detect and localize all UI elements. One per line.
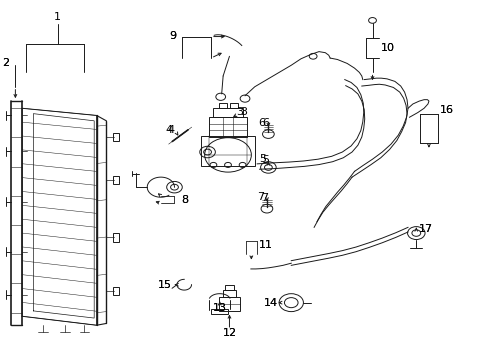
Text: 3: 3	[240, 107, 246, 117]
Bar	[218, 297, 240, 311]
Text: 10: 10	[381, 43, 394, 53]
Text: 11: 11	[258, 239, 272, 249]
Text: 13: 13	[212, 303, 226, 313]
Text: 12: 12	[222, 328, 236, 338]
Bar	[210, 309, 228, 315]
Text: 13: 13	[212, 303, 226, 313]
Text: 11: 11	[258, 239, 272, 249]
Text: 16: 16	[439, 105, 453, 115]
Text: 8: 8	[181, 195, 187, 205]
Bar	[219, 103, 226, 108]
Bar	[230, 103, 237, 108]
Bar	[112, 287, 118, 296]
Bar	[222, 290, 236, 297]
Bar	[208, 117, 247, 137]
Bar	[201, 136, 254, 166]
Text: 3: 3	[236, 107, 243, 117]
Text: 4: 4	[165, 125, 172, 135]
Text: 2: 2	[2, 58, 10, 68]
Text: 15: 15	[158, 280, 172, 290]
Text: 10: 10	[381, 43, 394, 53]
Bar	[224, 285, 234, 290]
Text: 8: 8	[181, 195, 187, 205]
Text: 6: 6	[262, 118, 268, 128]
Text: 5: 5	[262, 155, 268, 165]
Text: 7: 7	[257, 192, 264, 202]
Text: 15: 15	[158, 280, 172, 290]
Text: 14: 14	[264, 298, 278, 308]
Text: 1: 1	[54, 12, 61, 22]
Bar	[112, 176, 118, 184]
Bar	[213, 108, 242, 117]
Text: 14: 14	[264, 298, 278, 308]
Text: 16: 16	[439, 105, 453, 115]
Bar	[112, 233, 118, 242]
Text: 9: 9	[168, 31, 176, 41]
Text: 17: 17	[418, 225, 432, 234]
Text: 7: 7	[261, 193, 267, 203]
Text: 5: 5	[259, 154, 265, 164]
Text: 9: 9	[168, 31, 176, 41]
Text: 17: 17	[418, 225, 432, 234]
Bar	[112, 133, 118, 141]
Text: 6: 6	[258, 118, 265, 128]
Text: 2: 2	[2, 58, 10, 68]
Text: 12: 12	[222, 328, 236, 338]
Text: 4: 4	[167, 125, 174, 135]
